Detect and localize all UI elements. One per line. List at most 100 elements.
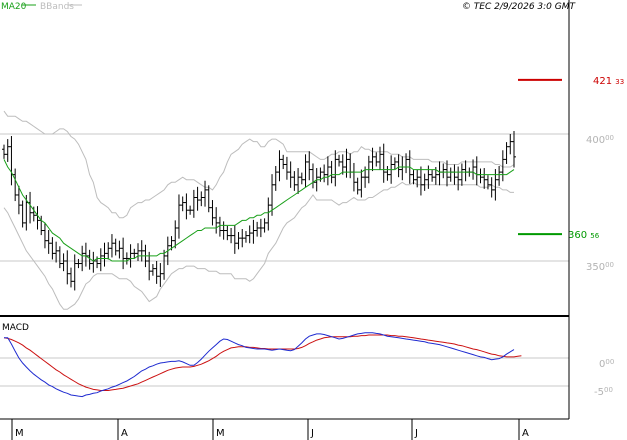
macd-gridlines <box>0 357 569 387</box>
ohlc-bar <box>381 143 386 183</box>
ohlc-bar <box>42 222 47 249</box>
ohlc-bar <box>456 166 461 191</box>
ohlc-bar <box>158 263 163 287</box>
ohlc-bar <box>270 174 275 216</box>
ohlc-bar <box>355 177 360 195</box>
ohlc-bar <box>266 197 271 231</box>
ohlc-bar <box>292 171 297 191</box>
ohlc-bar <box>117 240 122 259</box>
ohlc-bar <box>500 150 505 182</box>
macd-line <box>4 332 515 398</box>
ohlc-bar <box>13 168 18 202</box>
x-tick-label: M <box>15 428 24 439</box>
ohlc-bar <box>262 218 267 233</box>
ohlc-bar <box>512 130 516 168</box>
ohlc-bar <box>422 173 427 191</box>
legend-bbands: BBands <box>40 2 74 12</box>
ohlc-bar <box>385 166 390 181</box>
ohlc-bar <box>31 206 36 222</box>
ohlc-bar <box>430 170 435 182</box>
ohlc-bar <box>154 261 159 284</box>
ohlc-bar <box>255 221 260 237</box>
ohlc-bar <box>392 157 397 170</box>
price-tick-sup: 00 <box>605 261 614 269</box>
ohlc-bar <box>288 161 293 188</box>
ohlc-bar <box>113 238 118 256</box>
resistance-label-sup: 33 <box>615 78 624 86</box>
ohlc-bar <box>504 142 509 164</box>
ohlc-bar <box>229 227 234 244</box>
ohlc-bar <box>489 177 494 198</box>
ohlc-bar <box>121 237 126 270</box>
bb-upper-line <box>3 110 515 219</box>
ohlc-bar <box>206 185 211 213</box>
ohlc-bar <box>273 166 278 191</box>
ohlc-bar <box>396 154 401 178</box>
price-tick-sup: 00 <box>605 134 614 142</box>
ohlc-bar <box>195 186 200 211</box>
ohlc-bar <box>65 250 70 285</box>
ohlc-bar <box>124 252 129 265</box>
ohlc-bar <box>243 231 248 243</box>
x-tick-label: A <box>121 428 128 439</box>
ma20-line <box>3 159 515 262</box>
ohlc-bar <box>296 168 301 194</box>
ohlc-bar <box>50 237 55 260</box>
ohlc-bar <box>61 253 66 272</box>
ohlc-bar <box>46 230 51 254</box>
ohlc-bar <box>340 154 345 175</box>
resistance-label: 421 33 <box>593 76 624 87</box>
ohlc-bar <box>2 144 6 159</box>
ohlc-bar <box>247 225 252 244</box>
ohlc-bar <box>54 241 59 263</box>
ohlc-bar <box>162 249 167 280</box>
bb-lower-line <box>3 181 514 310</box>
x-tick-label: M <box>216 428 225 439</box>
ohlc-bar <box>284 156 289 180</box>
ohlc-bar <box>299 172 304 185</box>
ohlc-bar <box>20 200 25 228</box>
ohlc-bar <box>214 207 219 234</box>
support-label: 360 56 <box>568 230 600 241</box>
ohlc-bar <box>184 193 189 220</box>
x-tick-label: J <box>414 428 418 439</box>
ohlc-bar <box>188 205 193 215</box>
ohlc-bar <box>136 243 141 261</box>
ohlc-bar <box>180 196 185 212</box>
x-tick-label: J <box>310 428 314 439</box>
ohlc-bar <box>508 134 513 155</box>
ohlc-bar <box>485 175 490 190</box>
ohlc-bar <box>87 249 92 270</box>
ohlc-bars <box>2 130 516 291</box>
ohlc-bar <box>76 258 81 269</box>
ohlc-bar <box>203 180 208 207</box>
macd-title: MACD <box>2 323 29 333</box>
ohlc-bar <box>370 147 375 172</box>
ohlc-bar <box>147 251 152 281</box>
ohlc-bar <box>132 248 137 258</box>
support-label-sup: 56 <box>590 232 599 240</box>
ohlc-bar <box>217 216 222 237</box>
ohlc-bar <box>80 245 85 272</box>
ohlc-bar <box>5 139 10 162</box>
ohlc-bar <box>210 200 215 226</box>
ohlc-bar <box>359 169 364 198</box>
ohlc-bar <box>482 168 487 189</box>
x-tick-label: A <box>522 428 529 439</box>
ohlc-bar <box>344 148 349 178</box>
ohlc-bar <box>377 146 382 170</box>
ohlc-bar <box>106 242 111 260</box>
ohlc-bar <box>173 220 178 249</box>
ohlc-bar <box>69 267 74 288</box>
ohlc-bar <box>329 160 334 184</box>
ohlc-bar <box>374 152 379 167</box>
ohlc-bar <box>444 160 449 187</box>
ohlc-bar <box>139 240 144 262</box>
ohlc-bar <box>418 166 423 196</box>
macd-tick-sup: 00 <box>604 386 613 394</box>
ohlc-bar <box>497 166 502 186</box>
ohlc-bar <box>303 154 308 188</box>
ohlc-bar <box>109 234 114 258</box>
